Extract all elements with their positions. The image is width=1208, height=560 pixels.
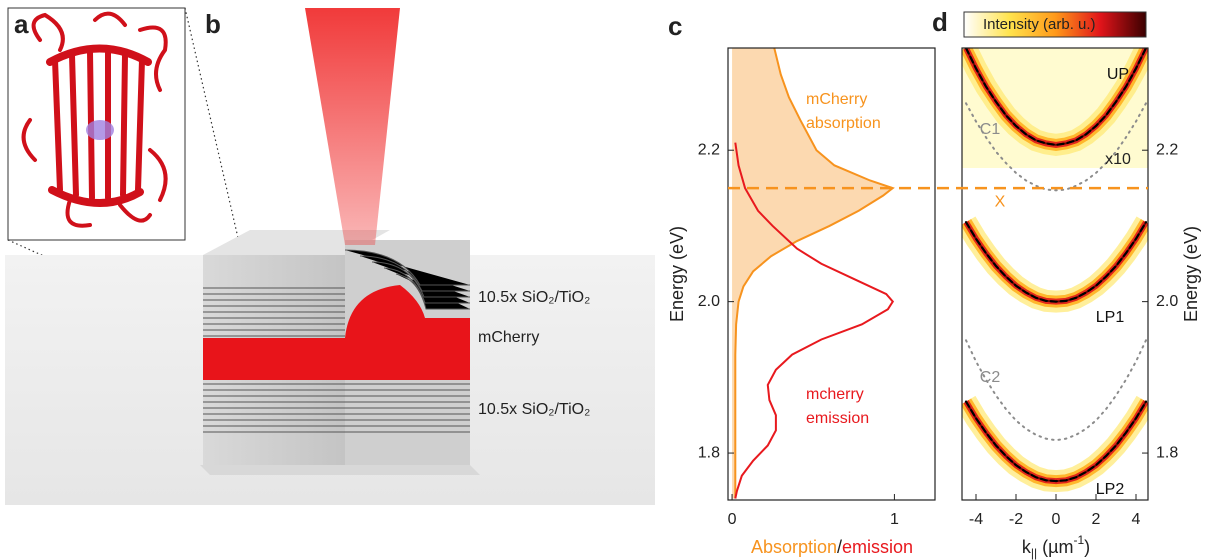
x-axis-label-part: emission [842, 537, 913, 557]
x-axis-label: Absorption/emission [751, 537, 913, 557]
laser-beam [305, 8, 400, 245]
panel-label: d [932, 7, 948, 37]
panel-label: c [668, 11, 682, 41]
x-axis-label-part: Absorption [751, 537, 837, 557]
x-tick-label: 2 [1092, 511, 1101, 528]
x-axis-label: k|| (µm-1) [1022, 533, 1090, 560]
panel-a [8, 8, 185, 240]
x-tick-label: -2 [1009, 511, 1023, 528]
y-tick-label: 2.0 [698, 293, 720, 310]
y2-tick-label: 2.0 [1156, 293, 1178, 310]
curve-label: LP2 [1096, 481, 1125, 498]
y2-tick-label: 1.8 [1156, 444, 1178, 461]
mirror-bottom-label: 10.5x SiO₂/TiO₂ [478, 401, 590, 418]
y2-tick-label: 2.2 [1156, 141, 1178, 158]
mcherry-layer [203, 338, 345, 380]
curve-label: C1 [980, 121, 1001, 138]
x-tick-label: -4 [969, 511, 983, 528]
mirror-top-label: 10.5x SiO₂/TiO₂ [478, 289, 590, 306]
reference-label: X [995, 193, 1006, 210]
figure: 10.5x SiO₂/TiO₂ mCherry 10.5x SiO₂/TiO₂ … [0, 0, 1208, 560]
chromophore [86, 120, 114, 140]
x-tick-label: 4 [1132, 511, 1141, 528]
curve-label: UP [1107, 66, 1129, 83]
x-axis-label-part: -1 [1073, 533, 1084, 547]
y-tick-label: 2.2 [698, 141, 720, 158]
annotation: x10 [1105, 151, 1131, 168]
shadow [200, 465, 480, 475]
x-axis-label-part: (µm [1037, 537, 1073, 557]
panel-label: a [14, 9, 29, 39]
x-axis-label-part: ) [1084, 537, 1090, 557]
cavity-label: mCherry [478, 329, 539, 346]
y-axis-label: Energy (eV) [667, 226, 687, 322]
colorbar-label: Intensity (arb. u.) [983, 16, 1096, 33]
curve-label: C2 [980, 369, 1001, 386]
x-tick-label: 1 [890, 511, 899, 528]
y2-axis-label: Energy (eV) [1181, 226, 1201, 322]
curve-label: LP1 [1096, 309, 1125, 326]
series-label: emission [806, 410, 869, 427]
panel-label: b [205, 9, 221, 39]
y-tick-label: 1.8 [698, 444, 720, 461]
series-label: mCherry [806, 91, 867, 108]
x-tick-label: 0 [728, 511, 737, 528]
series-label: absorption [806, 115, 881, 132]
series-label: mcherry [806, 386, 864, 403]
x-tick-label: 0 [1052, 511, 1061, 528]
